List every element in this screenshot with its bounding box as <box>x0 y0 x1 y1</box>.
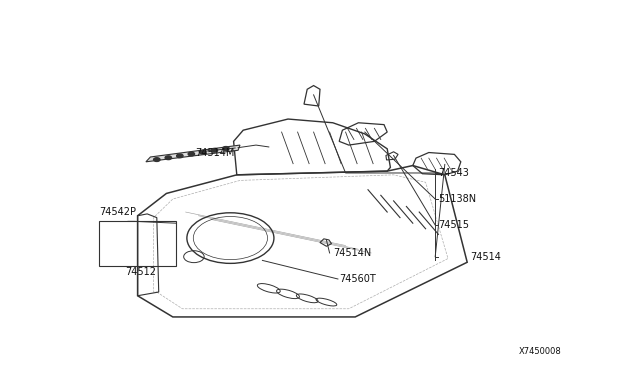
Text: 74514M: 74514M <box>195 148 235 157</box>
Text: 74560T: 74560T <box>339 274 376 284</box>
Circle shape <box>211 148 218 152</box>
Text: X7450008: X7450008 <box>518 347 561 356</box>
Circle shape <box>177 154 183 158</box>
Text: 74512: 74512 <box>125 267 156 276</box>
Text: 74515: 74515 <box>438 220 469 230</box>
Text: 74542P: 74542P <box>99 207 136 217</box>
Text: 74543: 74543 <box>438 168 469 178</box>
Circle shape <box>223 147 229 150</box>
Circle shape <box>154 158 160 161</box>
Bar <box>99 221 176 266</box>
Circle shape <box>200 150 206 154</box>
Circle shape <box>165 156 172 160</box>
Text: 74514N: 74514N <box>333 248 371 258</box>
Text: 51138N: 51138N <box>438 194 477 204</box>
Polygon shape <box>146 145 240 162</box>
Text: 74514: 74514 <box>470 252 501 262</box>
Circle shape <box>188 152 195 156</box>
